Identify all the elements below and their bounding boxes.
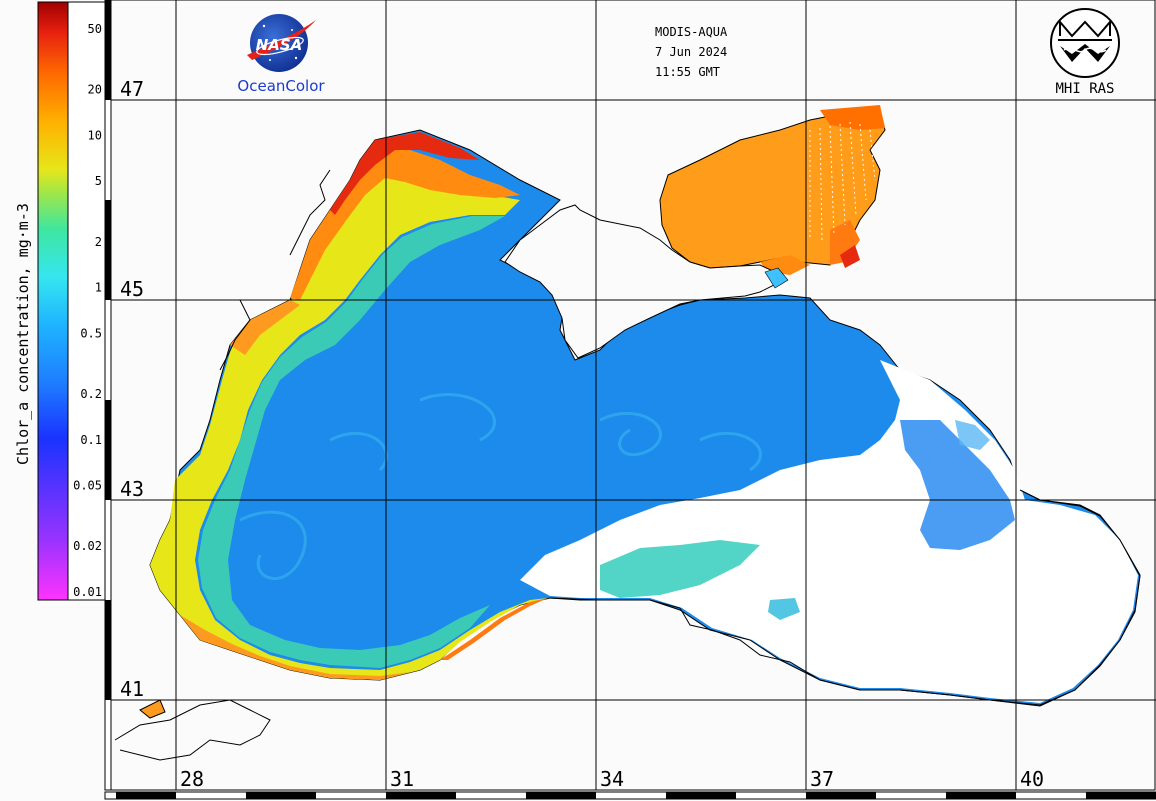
colorbar: 50 20 10 5 2 1 0.5 0.2 0.1 0.05 0.02 0.01 Chlor_a c… bbox=[14, 1, 106, 601]
time-label: 11:55 GMT bbox=[655, 65, 720, 79]
colorbar-tick-label: 0.1 bbox=[80, 433, 102, 447]
lon-label-40: 40 bbox=[1020, 767, 1044, 791]
colorbar-title: Chlor_a concentration, mg·m-3 bbox=[14, 203, 32, 465]
colorbar-tick-label: 20 bbox=[88, 83, 102, 97]
lon-label-28: 28 bbox=[180, 767, 204, 791]
black-sea-chlorophyll-field bbox=[149, 129, 1141, 706]
lat-label-47: 47 bbox=[120, 77, 144, 101]
colorbar-ticks: 50 20 10 5 2 1 0.5 0.2 0.1 0.05 0.02 0.01 bbox=[73, 22, 102, 599]
colorbar-tick-label: 50 bbox=[88, 22, 102, 36]
latitude-ruler bbox=[104, 0, 112, 791]
colorbar-tick-label: 0.5 bbox=[80, 326, 102, 340]
lat-label-45: 45 bbox=[120, 277, 144, 301]
lat-label-43: 43 bbox=[120, 477, 144, 501]
longitude-ruler bbox=[104, 791, 1156, 800]
graticule bbox=[105, 0, 1156, 790]
nasa-logo: NASA bbox=[247, 14, 316, 72]
colorbar-tick-label: 0.01 bbox=[73, 585, 102, 599]
sea-of-azov bbox=[659, 105, 886, 275]
lat-label-41: 41 bbox=[120, 677, 144, 701]
colorbar-tick-label: 0.2 bbox=[80, 387, 102, 401]
sensor-label: MODIS-AQUA bbox=[655, 25, 728, 39]
colorbar-tick-label: 5 bbox=[95, 174, 102, 188]
lon-label-34: 34 bbox=[600, 767, 624, 791]
crimea-outline bbox=[504, 204, 781, 359]
oceancolor-label: OceanColor bbox=[237, 77, 325, 95]
colorbar-tick-label: 1 bbox=[95, 281, 102, 295]
mhi-ras-label: MHI RAS bbox=[1055, 81, 1114, 97]
lon-label-37: 37 bbox=[810, 767, 834, 791]
mhi-ras-logo bbox=[1050, 8, 1120, 78]
colorbar-gradient bbox=[37, 1, 69, 601]
colorbar-tick-label: 0.02 bbox=[73, 539, 102, 553]
colorbar-tick-label: 10 bbox=[88, 128, 102, 142]
colorbar-tick-label: 2 bbox=[95, 235, 102, 249]
nasa-wordmark: NASA bbox=[256, 36, 303, 54]
lon-label-31: 31 bbox=[390, 767, 414, 791]
colorbar-tick-label: 0.05 bbox=[73, 479, 102, 493]
date-label: 7 Jun 2024 bbox=[655, 45, 727, 59]
